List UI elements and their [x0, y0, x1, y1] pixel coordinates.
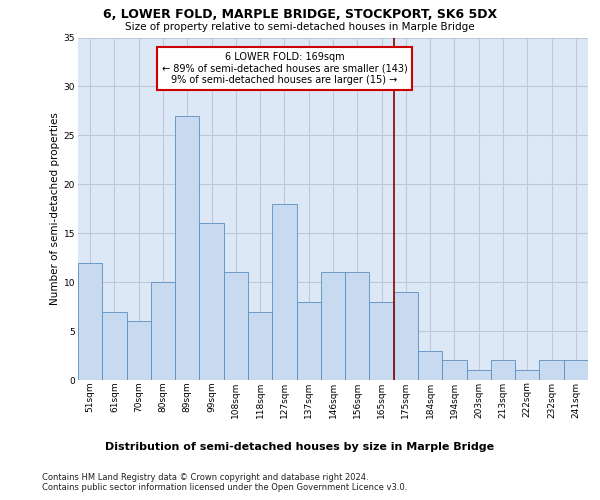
Y-axis label: Number of semi-detached properties: Number of semi-detached properties [50, 112, 59, 305]
Bar [467, 370, 491, 380]
Bar [296, 302, 321, 380]
Bar [442, 360, 467, 380]
Bar [175, 116, 199, 380]
Bar [102, 312, 127, 380]
Text: 6, LOWER FOLD, MARPLE BRIDGE, STOCKPORT, SK6 5DX: 6, LOWER FOLD, MARPLE BRIDGE, STOCKPORT,… [103, 8, 497, 20]
Bar [199, 224, 224, 380]
Text: Distribution of semi-detached houses by size in Marple Bridge: Distribution of semi-detached houses by … [106, 442, 494, 452]
Bar [539, 360, 564, 380]
Bar [370, 302, 394, 380]
Text: Size of property relative to semi-detached houses in Marple Bridge: Size of property relative to semi-detach… [125, 22, 475, 32]
Bar [394, 292, 418, 380]
Bar [418, 350, 442, 380]
Bar [564, 360, 588, 380]
Bar [321, 272, 345, 380]
Text: 6 LOWER FOLD: 169sqm
← 89% of semi-detached houses are smaller (143)
9% of semi-: 6 LOWER FOLD: 169sqm ← 89% of semi-detac… [161, 52, 407, 86]
Bar [272, 204, 296, 380]
Bar [151, 282, 175, 380]
Bar [491, 360, 515, 380]
Bar [515, 370, 539, 380]
Bar [248, 312, 272, 380]
Text: Contains HM Land Registry data © Crown copyright and database right 2024.
Contai: Contains HM Land Registry data © Crown c… [42, 472, 407, 492]
Bar [224, 272, 248, 380]
Bar [127, 322, 151, 380]
Bar [78, 262, 102, 380]
Bar [345, 272, 370, 380]
